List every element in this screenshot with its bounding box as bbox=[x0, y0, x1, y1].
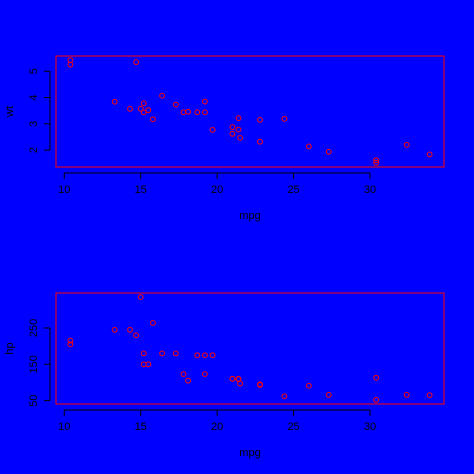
x-tick-label: 30 bbox=[364, 184, 376, 196]
point bbox=[257, 138, 263, 145]
point bbox=[111, 98, 118, 105]
point bbox=[373, 374, 380, 381]
point bbox=[67, 337, 74, 344]
point bbox=[137, 105, 144, 112]
y-tick-label: 3 bbox=[28, 121, 40, 127]
point bbox=[305, 382, 312, 389]
point bbox=[235, 376, 242, 383]
point bbox=[127, 105, 133, 112]
point bbox=[229, 130, 236, 137]
point bbox=[111, 326, 118, 333]
x-tick-label: 10 bbox=[58, 421, 70, 433]
x-tick-label: 25 bbox=[287, 421, 299, 433]
y-tick-label: 5 bbox=[28, 68, 40, 74]
point bbox=[133, 59, 140, 66]
x-tick-label: 15 bbox=[135, 184, 147, 196]
point bbox=[373, 396, 380, 403]
point bbox=[305, 143, 312, 150]
point bbox=[140, 100, 147, 107]
point bbox=[235, 126, 242, 133]
point bbox=[159, 350, 165, 357]
y-tick-label: 50 bbox=[28, 394, 40, 406]
point bbox=[185, 108, 191, 115]
x-axis-label: mpg bbox=[239, 210, 260, 222]
point bbox=[140, 350, 147, 357]
point bbox=[140, 361, 147, 368]
point bbox=[209, 126, 216, 133]
point bbox=[373, 157, 380, 164]
point bbox=[202, 98, 208, 105]
point bbox=[67, 57, 74, 64]
x-tick-label: 10 bbox=[58, 184, 70, 196]
point bbox=[145, 107, 152, 114]
point bbox=[325, 148, 332, 155]
point bbox=[185, 377, 191, 384]
plot-box bbox=[55, 292, 445, 405]
y-axis-label: hp bbox=[4, 342, 16, 354]
point bbox=[202, 352, 208, 359]
y-tick-label: 2 bbox=[28, 147, 40, 153]
x-tick-label: 20 bbox=[211, 184, 223, 196]
y-tick-label: 150 bbox=[28, 355, 40, 373]
point bbox=[150, 319, 156, 326]
point bbox=[172, 350, 179, 357]
x-tick-label: 15 bbox=[135, 421, 147, 433]
plot-box bbox=[55, 55, 445, 168]
point bbox=[237, 134, 243, 141]
point bbox=[150, 116, 156, 123]
y-tick-label: 4 bbox=[28, 94, 40, 100]
x-tick-label: 20 bbox=[211, 421, 223, 433]
point bbox=[194, 109, 201, 116]
point bbox=[229, 124, 236, 130]
point bbox=[180, 109, 187, 116]
point bbox=[202, 371, 208, 378]
point bbox=[133, 332, 140, 339]
point bbox=[145, 361, 152, 368]
point bbox=[67, 341, 74, 348]
point bbox=[325, 391, 332, 398]
x-tick-label: 25 bbox=[287, 184, 299, 196]
point bbox=[257, 381, 263, 388]
point bbox=[127, 326, 133, 333]
point bbox=[172, 101, 179, 108]
point bbox=[229, 375, 236, 382]
point bbox=[281, 393, 288, 400]
point bbox=[159, 92, 165, 99]
point bbox=[140, 109, 147, 116]
point bbox=[257, 116, 263, 123]
point bbox=[403, 141, 410, 148]
y-tick-label: 250 bbox=[28, 319, 40, 337]
x-axis-label: mpg bbox=[239, 447, 260, 459]
point bbox=[194, 352, 201, 359]
point bbox=[209, 352, 216, 359]
point bbox=[403, 391, 410, 398]
point bbox=[426, 151, 433, 158]
point bbox=[373, 159, 380, 166]
point bbox=[281, 115, 288, 122]
point bbox=[202, 109, 208, 116]
point bbox=[137, 294, 144, 301]
y-axis-label: wt bbox=[4, 106, 16, 118]
point bbox=[235, 115, 242, 122]
x-tick-label: 30 bbox=[364, 421, 376, 433]
point bbox=[180, 371, 187, 378]
point bbox=[426, 392, 433, 399]
